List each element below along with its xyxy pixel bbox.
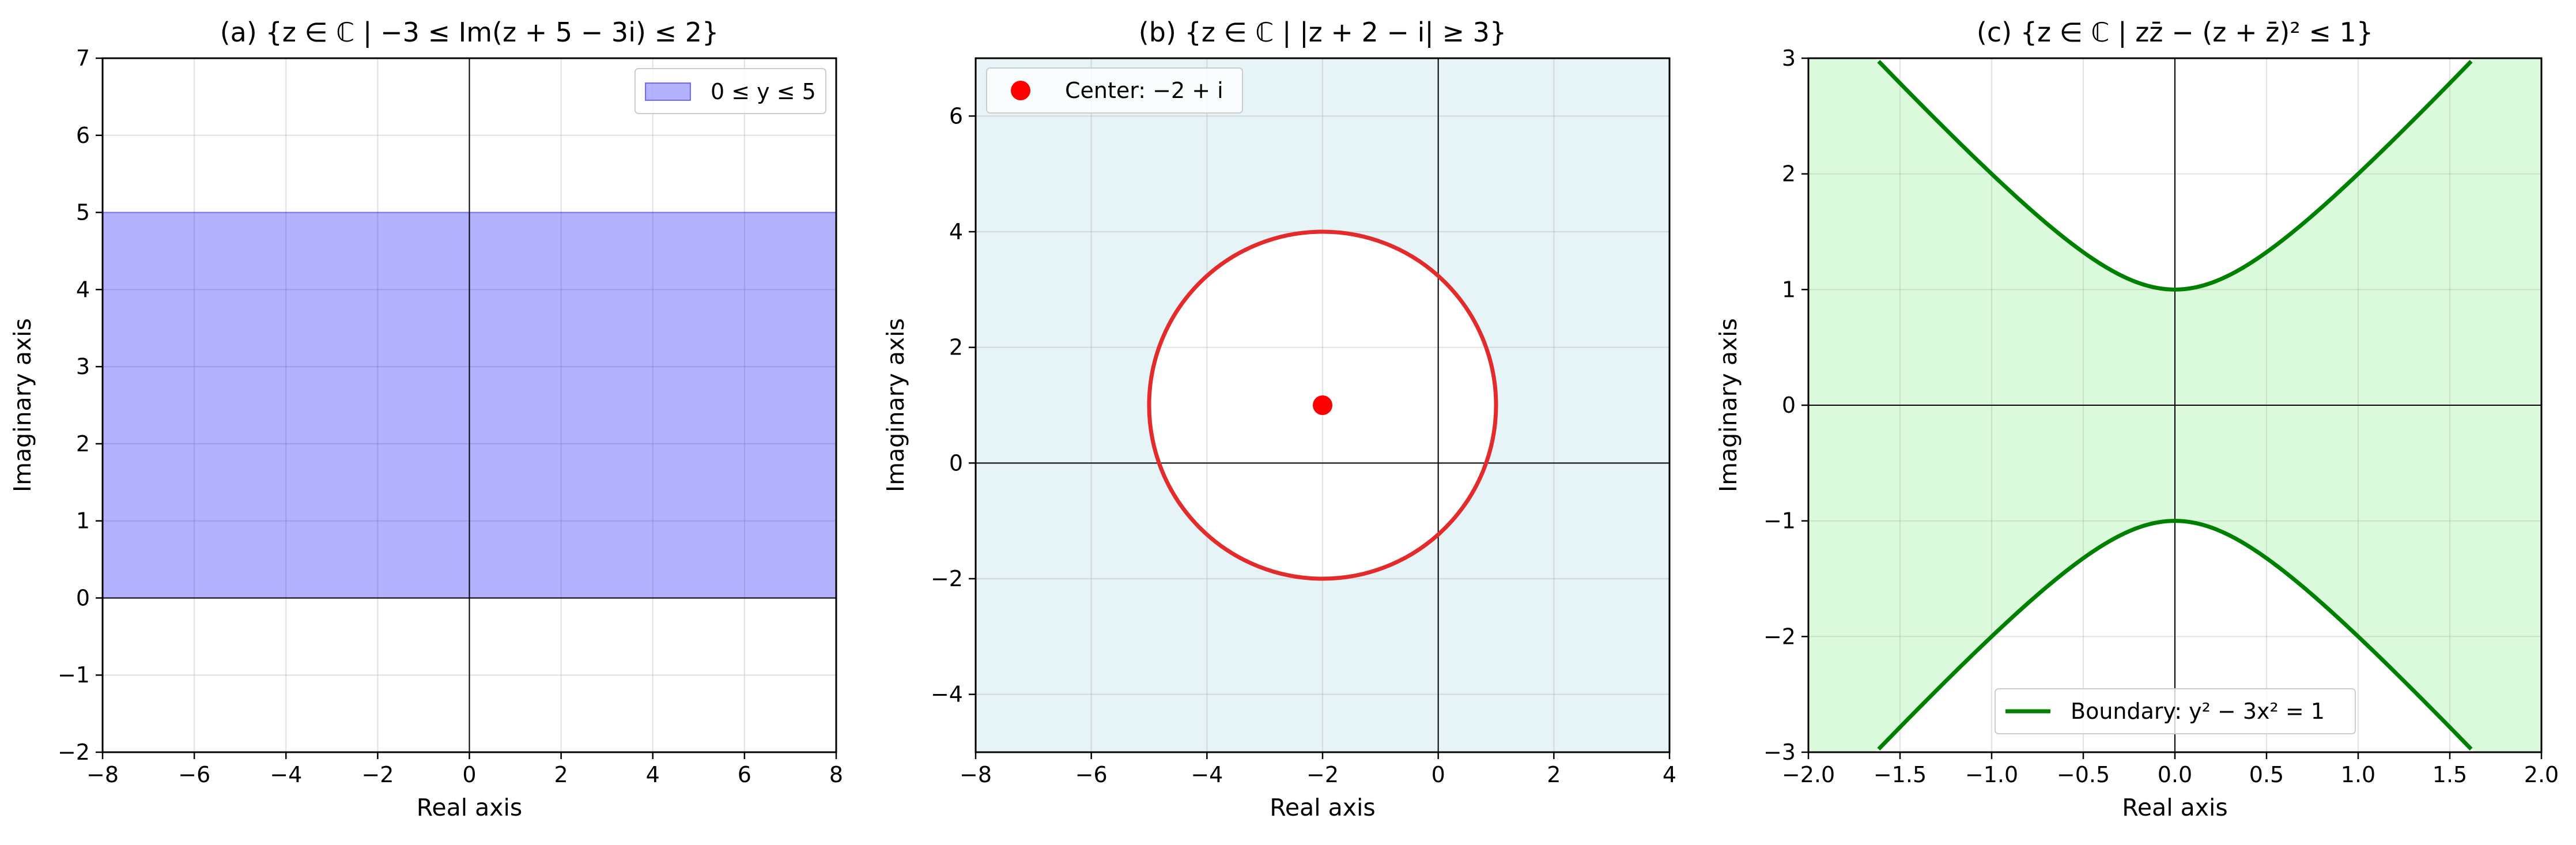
x-tick-label: 0.0 (2158, 762, 2192, 787)
y-tick-label: −3 (1763, 740, 1796, 765)
y-tick-label: 2 (949, 335, 963, 360)
panel-c-legend-label: Boundary: y² − 3x² = 1 (2071, 699, 2325, 724)
x-tick-label: −1.5 (1874, 762, 1927, 787)
y-tick-label: −1 (1763, 508, 1796, 534)
panel-c: −2.0 −1.5 −1.0 −0.5 0.0 0.5 1.0 1.5 2.0 −3 −2 −1 0 1 2… (1714, 17, 2559, 821)
center-point (1313, 395, 1332, 415)
panel-c-ticks: −2.0 −1.5 −1.0 −0.5 0.0 0.5 1.0 1.5 2.0 −3 −2 −1 0 1 2… (1763, 46, 2559, 787)
y-tick-label: 4 (949, 219, 963, 244)
panel-a-xlabel: Real axis (417, 794, 523, 821)
panel-a-legend-swatch (645, 82, 691, 101)
panel-a-ylabel: Imaginary axis (9, 318, 36, 492)
panel-b-xlabel: Real axis (1270, 794, 1376, 821)
y-tick-label: 7 (76, 46, 90, 71)
x-tick-label: 1.0 (2341, 762, 2375, 787)
x-tick-label: −6 (178, 762, 210, 787)
y-tick-label: −2 (1763, 624, 1796, 649)
y-tick-label: 3 (1782, 46, 1796, 71)
panel-a-legend-box (634, 68, 826, 114)
x-tick-label: −2 (1306, 762, 1339, 787)
panel-b-legend-marker (1011, 81, 1030, 100)
y-tick-label: −4 (931, 682, 963, 707)
y-tick-label: 1 (1782, 277, 1796, 302)
panel-c-ylabel: Imaginary axis (1714, 318, 1742, 492)
x-tick-label: −4 (1191, 762, 1223, 787)
y-tick-label: −2 (58, 740, 90, 765)
panel-b-marks (1147, 229, 1498, 581)
outside-region (976, 58, 1670, 752)
boundary-circle (1147, 229, 1498, 581)
x-tick-label: −2.0 (1782, 762, 1835, 787)
boundary-curve-upper (1877, 59, 2473, 292)
x-tick-label: 0.5 (2249, 762, 2284, 787)
y-tick-label: 1 (76, 508, 90, 534)
x-tick-label: −1.0 (1965, 762, 2018, 787)
y-tick-label: −1 (58, 662, 90, 688)
panel-b-legend-box (986, 67, 1243, 114)
x-tick-label: 0 (1431, 762, 1445, 787)
x-tick-label: −8 (86, 762, 119, 787)
panel-b-legend: Center: −2 + i (986, 67, 1243, 114)
y-tick-label: 0 (76, 585, 90, 610)
panel-c-legend-box (1995, 688, 2356, 734)
x-tick-label: −2 (361, 762, 394, 787)
panel-b-ticks: −8 −6 −4 −2 0 2 4 −4 −2 0 2 4 6 (931, 103, 1676, 787)
panel-c-xlabel: Real axis (2122, 794, 2228, 821)
y-tick-label: −2 (931, 566, 963, 591)
panel-a-legend: 0 ≤ y ≤ 5 (634, 68, 826, 114)
y-tick-label: 3 (76, 354, 90, 379)
panel-c-zero-lines (1808, 58, 2541, 752)
x-tick-label: −6 (1075, 762, 1108, 787)
panel-b-fill (976, 58, 1670, 752)
panel-a-legend-label: 0 ≤ y ≤ 5 (711, 79, 816, 104)
y-tick-label: 5 (76, 200, 90, 225)
panel-a-title: (a) {z ∈ ℂ | −3 ≤ Im(z + 5 − 3i) ≤ 2} (220, 17, 719, 48)
panel-b-title: (b) {z ∈ ℂ | |z + 2 − i| ≥ 3} (1139, 17, 1506, 48)
x-tick-label: 4 (1663, 762, 1676, 787)
y-tick-label: 6 (76, 123, 90, 148)
y-tick-label: 6 (949, 103, 963, 129)
panel-a-ticks: −8 −6 −4 −2 0 2 4 6 8 −2 −1 0 1 2 3 4 5 6 7 (58, 46, 843, 787)
panel-a-zero-lines (103, 58, 836, 752)
y-tick-label: 2 (1782, 161, 1796, 187)
boundary-curve-lower (1877, 519, 2473, 751)
panel-b-legend-label: Center: −2 + i (1065, 78, 1223, 103)
panel-b-ylabel: Imaginary axis (882, 318, 909, 492)
x-tick-label: 6 (738, 762, 751, 787)
x-tick-label: 4 (646, 762, 660, 787)
x-tick-label: −4 (270, 762, 302, 787)
y-tick-label: 0 (949, 450, 963, 476)
x-tick-label: −8 (960, 762, 992, 787)
x-tick-label: 2 (554, 762, 568, 787)
panel-c-lines (1877, 59, 2473, 751)
x-tick-label: −0.5 (2057, 762, 2110, 787)
x-tick-label: 0 (462, 762, 476, 787)
panel-a: −8 −6 −4 −2 0 2 4 6 8 −2 −1 0 1 2 3 4 5 6 7 (a) {z ∈ ℂ | −… (9, 17, 843, 821)
y-tick-label: 4 (76, 277, 90, 302)
x-tick-label: 2 (1547, 762, 1561, 787)
x-tick-label: 8 (829, 762, 843, 787)
y-tick-label: 0 (1782, 393, 1796, 418)
panel-b-zero-lines (976, 58, 1670, 752)
panel-c-title: (c) {z ∈ ℂ | zz̄ − (z + z̄)² ≤ 1} (1977, 17, 2373, 48)
y-tick-label: 2 (76, 431, 90, 457)
x-tick-label: 2.0 (2524, 762, 2559, 787)
panel-c-legend: Boundary: y² − 3x² = 1 (1995, 688, 2356, 734)
panel-b: −8 −6 −4 −2 0 2 4 −4 −2 0 2 4 6 (b) {z ∈ ℂ | |z + 2 … (882, 17, 1676, 821)
x-tick-label: 1.5 (2433, 762, 2467, 787)
